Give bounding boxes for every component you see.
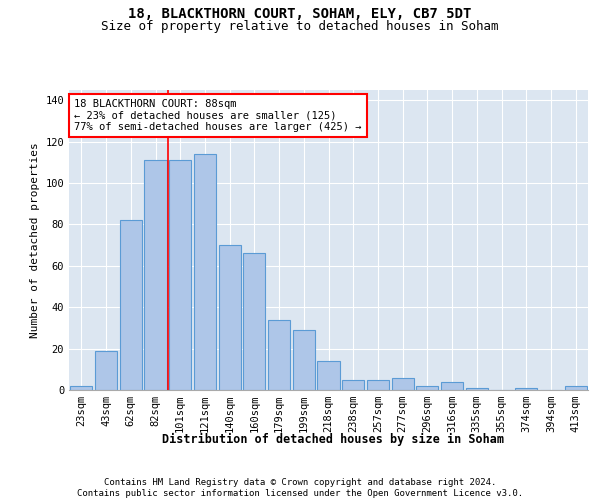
Bar bbox=[441, 382, 463, 390]
Bar bbox=[268, 320, 290, 390]
Bar bbox=[119, 220, 142, 390]
Bar bbox=[367, 380, 389, 390]
Text: Distribution of detached houses by size in Soham: Distribution of detached houses by size … bbox=[162, 432, 504, 446]
Bar bbox=[515, 388, 538, 390]
Bar bbox=[293, 330, 315, 390]
Bar bbox=[194, 154, 216, 390]
Bar bbox=[342, 380, 364, 390]
Bar bbox=[466, 388, 488, 390]
Bar bbox=[416, 386, 439, 390]
Bar bbox=[95, 350, 117, 390]
Bar bbox=[243, 254, 265, 390]
Bar bbox=[145, 160, 167, 390]
Text: Size of property relative to detached houses in Soham: Size of property relative to detached ho… bbox=[101, 20, 499, 33]
Y-axis label: Number of detached properties: Number of detached properties bbox=[30, 142, 40, 338]
Text: 18, BLACKTHORN COURT, SOHAM, ELY, CB7 5DT: 18, BLACKTHORN COURT, SOHAM, ELY, CB7 5D… bbox=[128, 8, 472, 22]
Bar bbox=[70, 386, 92, 390]
Bar bbox=[317, 361, 340, 390]
Text: 18 BLACKTHORN COURT: 88sqm
← 23% of detached houses are smaller (125)
77% of sem: 18 BLACKTHORN COURT: 88sqm ← 23% of deta… bbox=[74, 99, 362, 132]
Bar bbox=[169, 160, 191, 390]
Bar bbox=[218, 245, 241, 390]
Bar bbox=[392, 378, 414, 390]
Bar bbox=[565, 386, 587, 390]
Text: Contains HM Land Registry data © Crown copyright and database right 2024.
Contai: Contains HM Land Registry data © Crown c… bbox=[77, 478, 523, 498]
